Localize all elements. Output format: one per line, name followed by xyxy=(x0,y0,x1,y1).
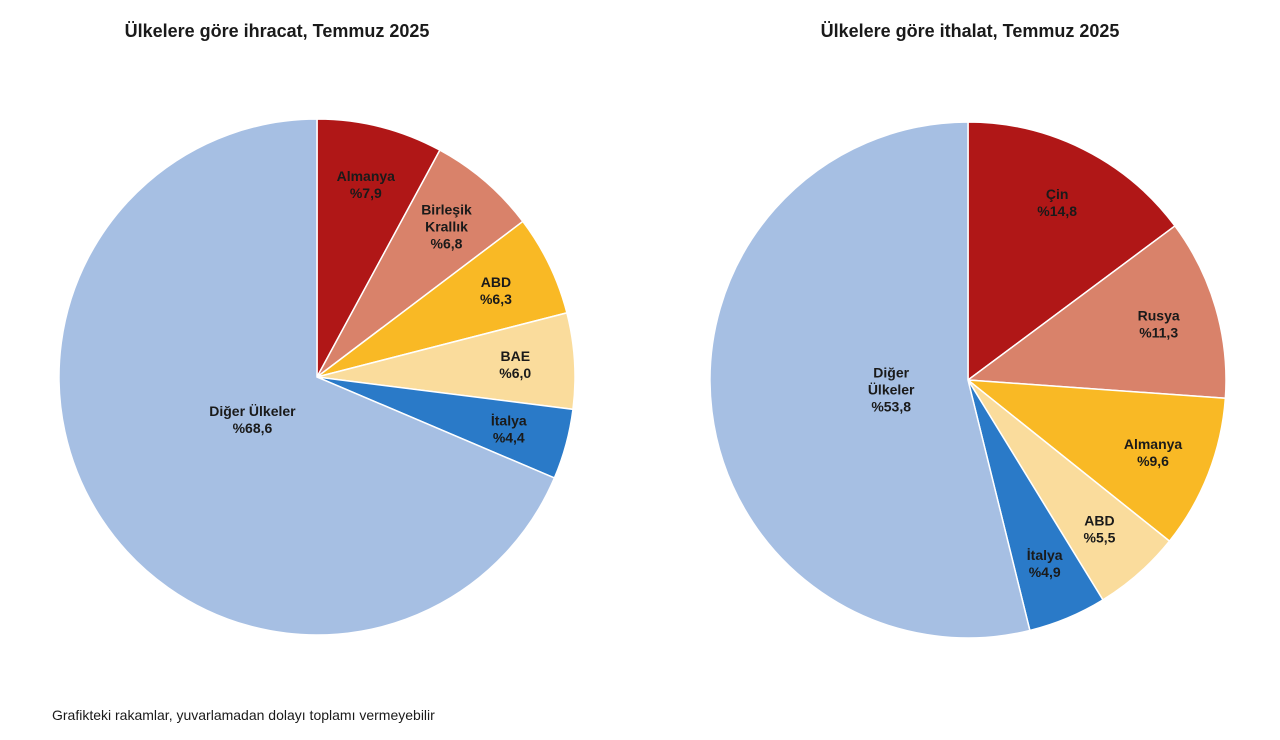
label-line: BAE xyxy=(500,348,530,364)
value-label: %6,3 xyxy=(480,291,512,307)
slice-label: İtalya xyxy=(491,412,527,428)
pie-slice xyxy=(709,121,1031,639)
footnote: Grafikteki rakamlar, yuvarlamadan dolayı… xyxy=(52,707,435,723)
value-label: %7,9 xyxy=(350,185,382,201)
slice-label: Almanya xyxy=(1124,436,1183,452)
label-line: Almanya xyxy=(1124,436,1183,452)
label-line: Ülkeler xyxy=(868,381,915,397)
chart-title: Ülkelere göre ihracat, Temmuz 2025 xyxy=(125,21,430,41)
pie-slice xyxy=(58,118,556,636)
slice-label: ABD xyxy=(1084,512,1114,528)
label-line: Krallık xyxy=(425,218,468,234)
slice-label: Almanya xyxy=(337,168,396,184)
slice-label: Çin xyxy=(1046,186,1069,202)
chart-title: Ülkelere göre ithalat, Temmuz 2025 xyxy=(821,21,1120,41)
value-label: %5,5 xyxy=(1084,529,1116,545)
label-line: Çin xyxy=(1046,186,1069,202)
label-line: Rusya xyxy=(1138,308,1180,324)
pie-slice xyxy=(316,118,441,378)
value-label: %9,6 xyxy=(1137,453,1169,469)
label-line: Diğer Ülkeler xyxy=(209,403,296,419)
pie-slice xyxy=(965,379,1227,543)
pie-slice xyxy=(967,121,1176,382)
value-label: %53,8 xyxy=(871,398,911,414)
value-label: %14,8 xyxy=(1037,203,1077,219)
label-line: Birleşik xyxy=(421,201,472,217)
label-line: İtalya xyxy=(491,412,527,428)
value-label: %6,8 xyxy=(431,235,463,251)
label-line: Almanya xyxy=(337,168,396,184)
label-line: İtalya xyxy=(1027,547,1063,563)
slice-label: ABD xyxy=(481,274,511,290)
value-label: %6,0 xyxy=(499,365,531,381)
slice-label: Diğer Ülkeler xyxy=(868,364,915,397)
value-label: %4,9 xyxy=(1029,564,1061,580)
slice-label: BAE xyxy=(500,348,530,364)
label-line: ABD xyxy=(481,274,511,290)
value-label: %68,6 xyxy=(233,420,273,436)
slice-label: Birleşik Krallık xyxy=(421,201,472,234)
slice-label: Diğer Ülkeler xyxy=(209,403,296,419)
pie-slice xyxy=(965,224,1227,400)
slice-label: Rusya xyxy=(1138,308,1180,324)
value-label: %11,3 xyxy=(1139,325,1178,341)
slice-label: İtalya xyxy=(1027,547,1063,563)
value-label: %4,4 xyxy=(493,429,525,445)
label-line: ABD xyxy=(1084,512,1114,528)
pie-slice xyxy=(316,149,524,378)
label-line: Diğer xyxy=(873,364,909,380)
